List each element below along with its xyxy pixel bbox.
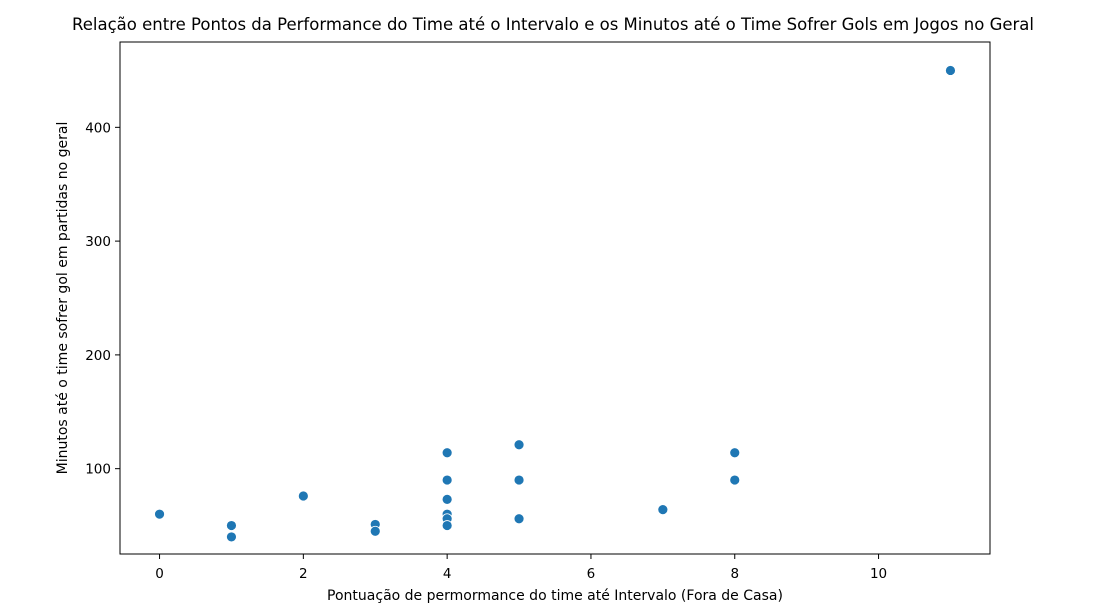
x-tick-label: 10: [870, 566, 887, 582]
data-point: [154, 508, 165, 520]
x-tick-label: 4: [443, 566, 452, 582]
chart-title: Relação entre Pontos da Performance do T…: [72, 15, 1034, 34]
data-point: [513, 474, 525, 486]
data-point: [657, 504, 669, 516]
x-axis-label: Pontuação de permormance do time até Int…: [327, 588, 783, 604]
x-tick-label: 0: [155, 566, 164, 582]
points-layer: [154, 65, 956, 543]
x-tick-label: 2: [299, 566, 308, 582]
x-tick-label: 8: [730, 566, 739, 582]
data-point: [729, 474, 741, 486]
y-axis-label: Minutos até o time sofrer gol em partida…: [55, 122, 71, 475]
y-tick-label: 100: [85, 462, 111, 478]
data-point: [513, 513, 525, 525]
data-point: [441, 493, 453, 505]
data-point: [297, 490, 309, 502]
y-tick-label: 300: [85, 234, 111, 250]
y-tick-label: 400: [85, 120, 111, 136]
y-tick-label: 200: [85, 348, 111, 364]
data-point: [441, 474, 453, 486]
ticks-layer: 0 2 4 6 8 10 100 200 300 400: [85, 120, 887, 582]
data-point: [441, 520, 453, 531]
data-point: [369, 525, 381, 537]
plot-frame: [119, 41, 991, 555]
data-point: [226, 531, 237, 543]
data-point: [945, 65, 956, 76]
data-point: [513, 439, 525, 451]
x-tick-label: 6: [587, 566, 596, 582]
data-point: [226, 520, 237, 531]
data-point: [729, 447, 741, 459]
data-point: [441, 447, 453, 459]
